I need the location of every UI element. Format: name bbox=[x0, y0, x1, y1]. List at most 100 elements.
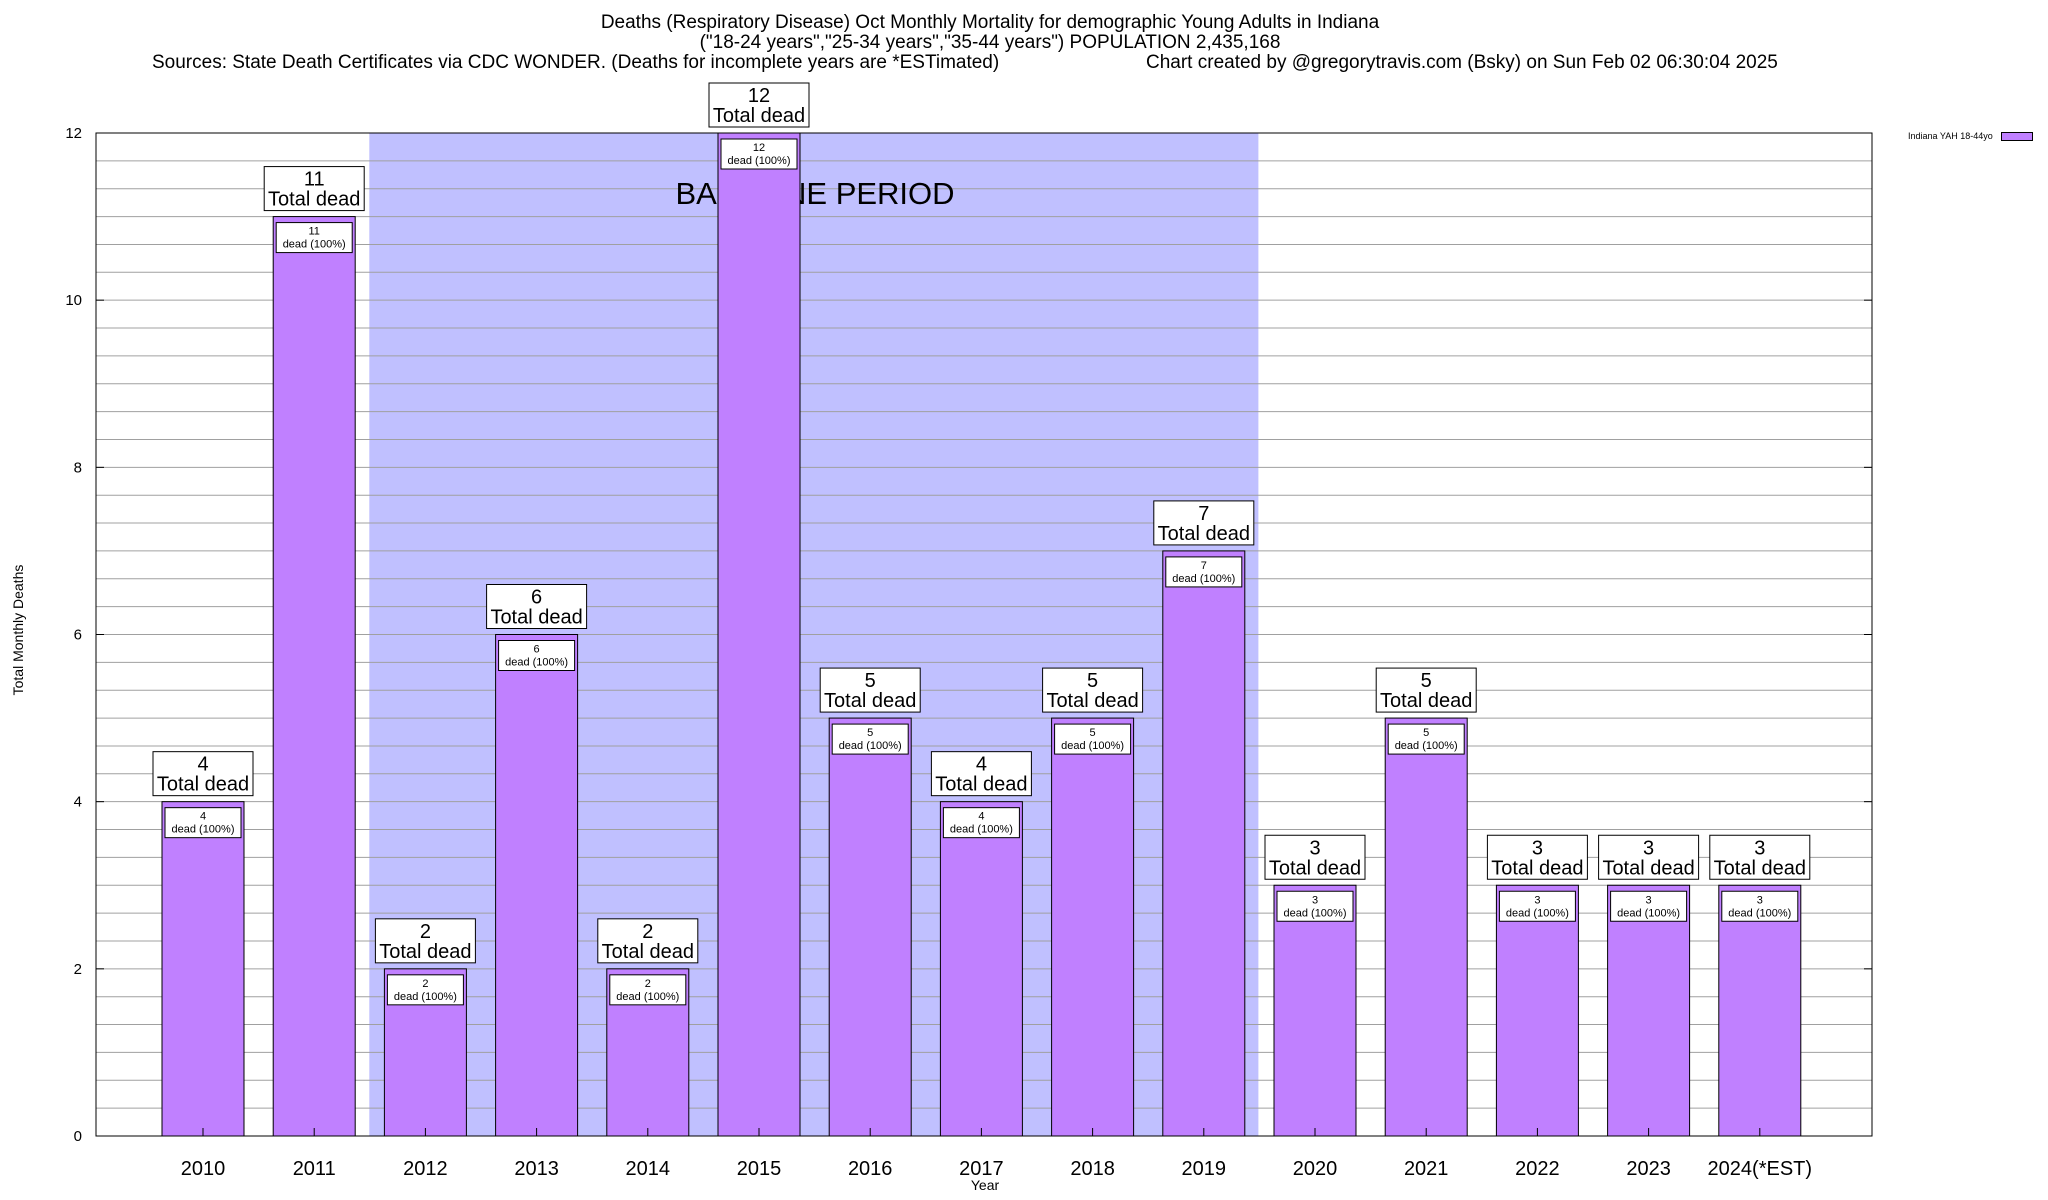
inner-count-label: 11 bbox=[308, 226, 319, 238]
x-tick-label: 2013 bbox=[514, 1158, 559, 1180]
inner-label-box bbox=[275, 222, 353, 254]
baseline-label: BASELINE PERIOD bbox=[675, 176, 954, 211]
total-count-label: 3 bbox=[1643, 837, 1654, 859]
legend-swatch bbox=[2000, 131, 2033, 141]
y-tick-label: 6 bbox=[74, 627, 82, 644]
bar bbox=[939, 801, 1023, 1137]
x-tick-label: 2023 bbox=[1626, 1158, 1671, 1180]
x-tick-label: 2015 bbox=[737, 1158, 782, 1180]
bar bbox=[1162, 550, 1246, 1137]
bar bbox=[828, 717, 912, 1137]
total-dead-label: Total dead bbox=[268, 189, 360, 211]
total-label-box bbox=[263, 166, 365, 212]
inner-label-box bbox=[1721, 890, 1799, 922]
inner-label-box bbox=[1276, 890, 1354, 922]
chart-title: Deaths (Respiratory Disease) Oct Monthly… bbox=[600, 12, 1380, 33]
total-dead-label: Total dead bbox=[1269, 857, 1361, 879]
bar bbox=[1495, 884, 1579, 1137]
bar bbox=[1607, 884, 1691, 1137]
inner-count-label: 2 bbox=[422, 978, 428, 990]
total-count-label: 3 bbox=[1309, 837, 1320, 859]
total-dead-label: Total dead bbox=[1046, 690, 1138, 712]
inner-percent-label: dead (100%) bbox=[1284, 907, 1347, 919]
bar bbox=[1051, 717, 1135, 1137]
bar bbox=[272, 216, 356, 1137]
bar bbox=[1384, 717, 1468, 1137]
x-tick-label: 2019 bbox=[1182, 1158, 1227, 1180]
inner-label-box bbox=[1387, 723, 1465, 755]
inner-percent-label: dead (100%) bbox=[950, 824, 1013, 836]
inner-count-label: 2 bbox=[645, 978, 651, 990]
total-label-box bbox=[1486, 834, 1588, 880]
inner-label-box bbox=[1054, 723, 1132, 755]
total-dead-label: Total dead bbox=[1491, 857, 1583, 879]
total-count-label: 7 bbox=[1198, 503, 1209, 525]
inner-count-label: 12 bbox=[753, 142, 765, 154]
total-count-label: 2 bbox=[642, 921, 653, 943]
chart-subtitle: ("18-24 years","25-34 years","35-44 year… bbox=[699, 32, 1281, 53]
inner-count-label: 5 bbox=[1423, 727, 1429, 739]
total-dead-label: Total dead bbox=[157, 774, 249, 796]
total-count-label: 5 bbox=[1421, 670, 1432, 692]
inner-label-box bbox=[609, 974, 687, 1006]
total-label-box bbox=[374, 918, 476, 964]
y-axis-label: Total Monthly Deaths bbox=[10, 564, 26, 696]
total-count-label: 3 bbox=[1754, 837, 1765, 859]
total-label-box bbox=[819, 667, 921, 713]
x-tick-label: 2024(*EST) bbox=[1708, 1158, 1813, 1180]
y-tick-label: 10 bbox=[65, 292, 82, 309]
bar bbox=[161, 801, 245, 1137]
total-label-box bbox=[152, 751, 254, 797]
inner-label-box bbox=[386, 974, 464, 1006]
total-dead-label: Total dead bbox=[1158, 523, 1250, 545]
total-dead-label: Total dead bbox=[935, 774, 1027, 796]
x-tick-label: 2020 bbox=[1293, 1158, 1338, 1180]
inner-count-label: 3 bbox=[1646, 894, 1652, 906]
inner-percent-label: dead (100%) bbox=[505, 657, 568, 669]
inner-label-box bbox=[720, 138, 798, 170]
x-tick-label: 2012 bbox=[403, 1158, 448, 1180]
total-dead-label: Total dead bbox=[379, 941, 471, 963]
x-tick-label: 2022 bbox=[1515, 1158, 1560, 1180]
inner-label-box bbox=[1610, 890, 1688, 922]
legend: Indiana YAH 18-44yo bbox=[1908, 131, 2033, 141]
bar bbox=[1273, 884, 1357, 1137]
y-tick-label: 4 bbox=[74, 794, 82, 811]
inner-percent-label: dead (100%) bbox=[1061, 740, 1124, 752]
inner-percent-label: dead (100%) bbox=[1395, 740, 1458, 752]
total-label-box bbox=[708, 82, 810, 128]
inner-percent-label: dead (100%) bbox=[1506, 907, 1569, 919]
total-count-label: 5 bbox=[865, 670, 876, 692]
total-label-box bbox=[1153, 500, 1255, 546]
bar bbox=[1718, 884, 1802, 1137]
y-tick-label: 12 bbox=[65, 125, 82, 142]
total-dead-label: Total dead bbox=[1714, 857, 1806, 879]
total-dead-label: Total dead bbox=[602, 941, 694, 963]
x-tick-label: 2016 bbox=[848, 1158, 893, 1180]
inner-percent-label: dead (100%) bbox=[283, 239, 346, 251]
total-count-label: 5 bbox=[1087, 670, 1098, 692]
total-dead-label: Total dead bbox=[713, 105, 805, 127]
total-count-label: 3 bbox=[1532, 837, 1543, 859]
inner-count-label: 4 bbox=[978, 811, 984, 823]
total-count-label: 4 bbox=[197, 754, 208, 776]
inner-count-label: 5 bbox=[867, 727, 873, 739]
inner-percent-label: dead (100%) bbox=[1728, 907, 1791, 919]
total-count-label: 2 bbox=[420, 921, 431, 943]
inner-percent-label: dead (100%) bbox=[172, 824, 235, 836]
total-label-box bbox=[486, 584, 588, 629]
inner-count-label: 7 bbox=[1201, 560, 1207, 572]
inner-percent-label: dead (100%) bbox=[1617, 907, 1680, 919]
total-count-label: 12 bbox=[748, 85, 770, 107]
x-tick-label: 2014 bbox=[626, 1158, 671, 1180]
total-count-label: 4 bbox=[976, 754, 987, 776]
inner-label-box bbox=[164, 807, 242, 839]
total-label-box bbox=[930, 751, 1032, 797]
x-tick-label: 2017 bbox=[959, 1158, 1004, 1180]
inner-percent-label: dead (100%) bbox=[728, 155, 791, 167]
inner-percent-label: dead (100%) bbox=[616, 991, 679, 1003]
total-dead-label: Total dead bbox=[1602, 857, 1694, 879]
inner-count-label: 6 bbox=[534, 644, 540, 656]
inner-percent-label: dead (100%) bbox=[394, 991, 457, 1003]
